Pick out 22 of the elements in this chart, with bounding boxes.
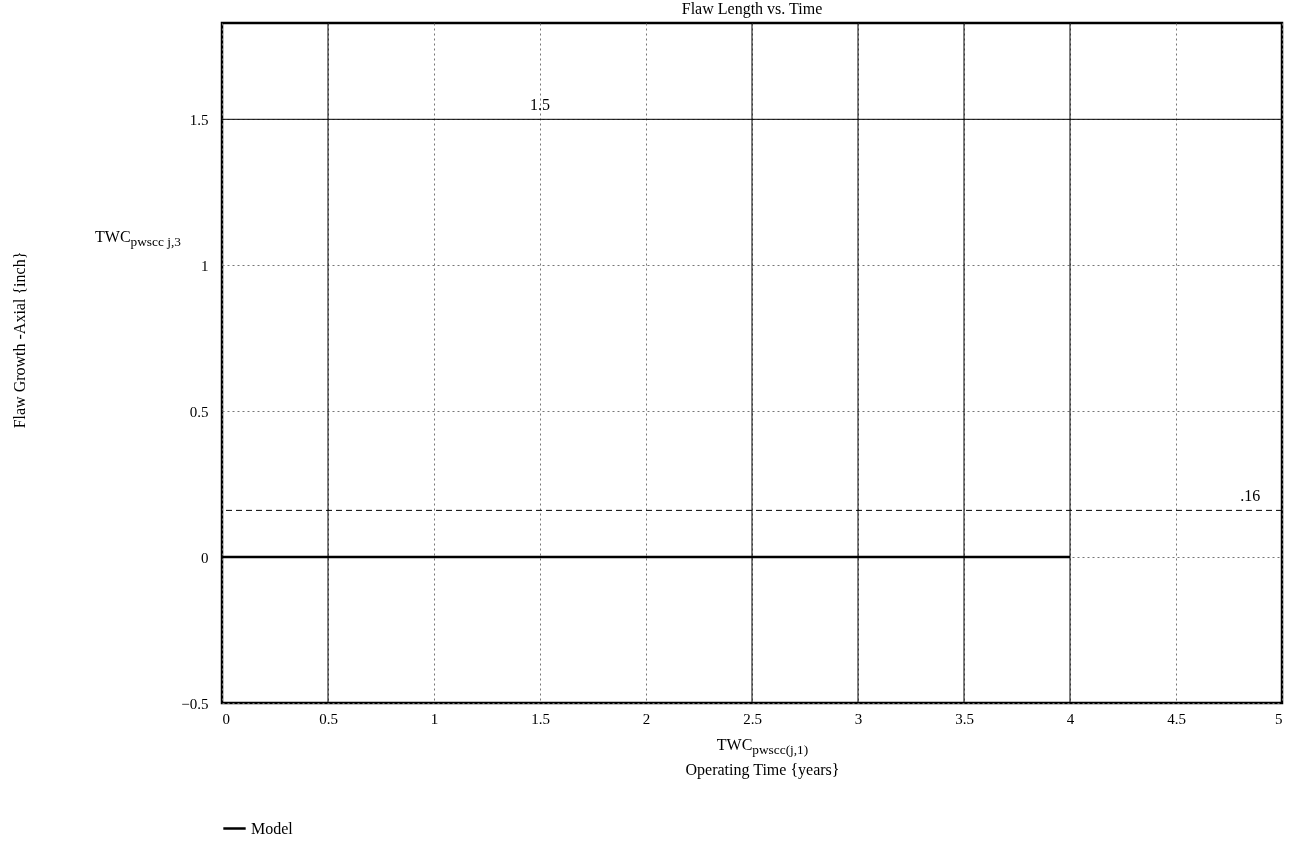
x-axis-title: TWC$_{pwscc(j,1)}$ Operating Time {years} [684, 735, 841, 781]
y-tick-label: −0.5 [181, 695, 209, 712]
x-tick-label: 4 [1066, 710, 1075, 727]
y-tick-label: 0.5 [189, 403, 209, 420]
y-tick-label: 1.5 [189, 111, 209, 128]
x-tick-label: 2.5 [743, 710, 762, 727]
x-tick-label: 3 [854, 710, 863, 727]
y-tick-label: 1 [201, 257, 209, 274]
text: Flaw Growth -Axial {inch} TWC$_{pwscc j,3}$ [11, 228, 181, 429]
x-tick-label: 3.5 [955, 710, 974, 727]
y-tick-label: 0 [201, 549, 209, 566]
x-tick-label: 0.5 [319, 710, 338, 727]
x-tick-label: 4.5 [1167, 710, 1186, 727]
x-tick-label: 1 [430, 710, 439, 727]
x-tick-label: 5 [1275, 710, 1283, 727]
ref-line-label: .16 [1240, 487, 1261, 505]
x-tick-label: 1.5 [531, 710, 550, 727]
x-tick-label: 2 [642, 710, 651, 727]
chart-title: Flaw Length vs. Time [681, 0, 823, 18]
ref-line-label: 1.5 [530, 96, 550, 114]
legend-label: Model [251, 819, 294, 837]
x-tick-label: 0 [222, 710, 230, 727]
